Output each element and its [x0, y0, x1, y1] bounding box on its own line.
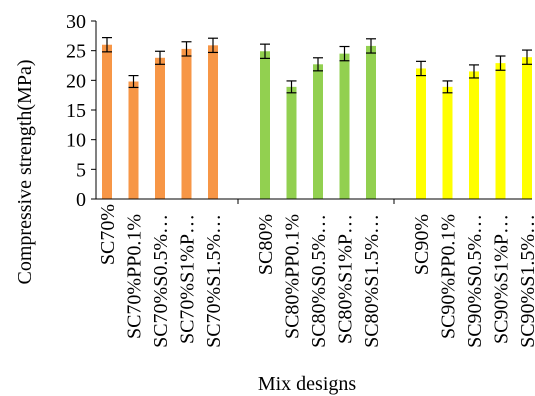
y-tick-label: 30: [66, 11, 86, 33]
bar: [416, 68, 426, 199]
plot-area: [102, 37, 532, 200]
bar: [286, 86, 297, 199]
bar: [313, 64, 323, 200]
bar: [495, 63, 506, 200]
category-label: SC70%S1%P…: [177, 214, 199, 344]
bar: [366, 45, 376, 199]
bar: [339, 53, 350, 200]
y-axis-title: Compressive strength(MPa): [14, 60, 36, 285]
bar: [181, 48, 192, 200]
category-label: SC80%S1%P…: [335, 214, 357, 344]
category-label: SC70%S0.5%…: [150, 214, 172, 348]
x-axis: SC70% SC70%PP0.1% SC70%S0.5%… SC70%S1%P… SC7…: [97, 204, 535, 348]
category-label: SC80%S1.5%…: [361, 214, 383, 348]
category-label: SC80%PP0.1%: [282, 214, 304, 339]
bar: [155, 57, 165, 199]
x-axis-title: Mix designs: [258, 373, 357, 395]
y-tick-label: 0: [76, 189, 86, 211]
category-label: SC90%S0.5%…: [464, 214, 486, 348]
bar: [128, 81, 139, 199]
bar: [469, 71, 479, 199]
bar: [522, 57, 532, 200]
bar: [102, 44, 112, 199]
y-tick-label: 10: [66, 130, 86, 152]
category-label: SC70%PP0.1%: [124, 214, 146, 339]
y-tick-label: 20: [66, 70, 86, 92]
category-label: SC70%: [97, 204, 119, 265]
y-axis: 0 5 10 15 20 25 30: [66, 11, 532, 211]
y-tick-label: 5: [76, 159, 86, 181]
category-label: SC90%PP0.1%: [438, 214, 460, 339]
bar: [260, 51, 270, 200]
y-tick-label: 15: [66, 100, 86, 122]
bar: [208, 45, 218, 200]
category-label: SC70%S1.5%…: [203, 214, 225, 348]
category-label: SC80%: [255, 214, 277, 275]
category-label: SC90%S1.5%…: [517, 214, 535, 348]
category-label: SC90%S1%P…: [491, 214, 513, 344]
category-label: SC90%: [411, 214, 433, 275]
y-tick-label: 25: [66, 41, 86, 63]
category-label: SC80%S0.5%…: [308, 214, 330, 348]
bar: [442, 86, 453, 199]
